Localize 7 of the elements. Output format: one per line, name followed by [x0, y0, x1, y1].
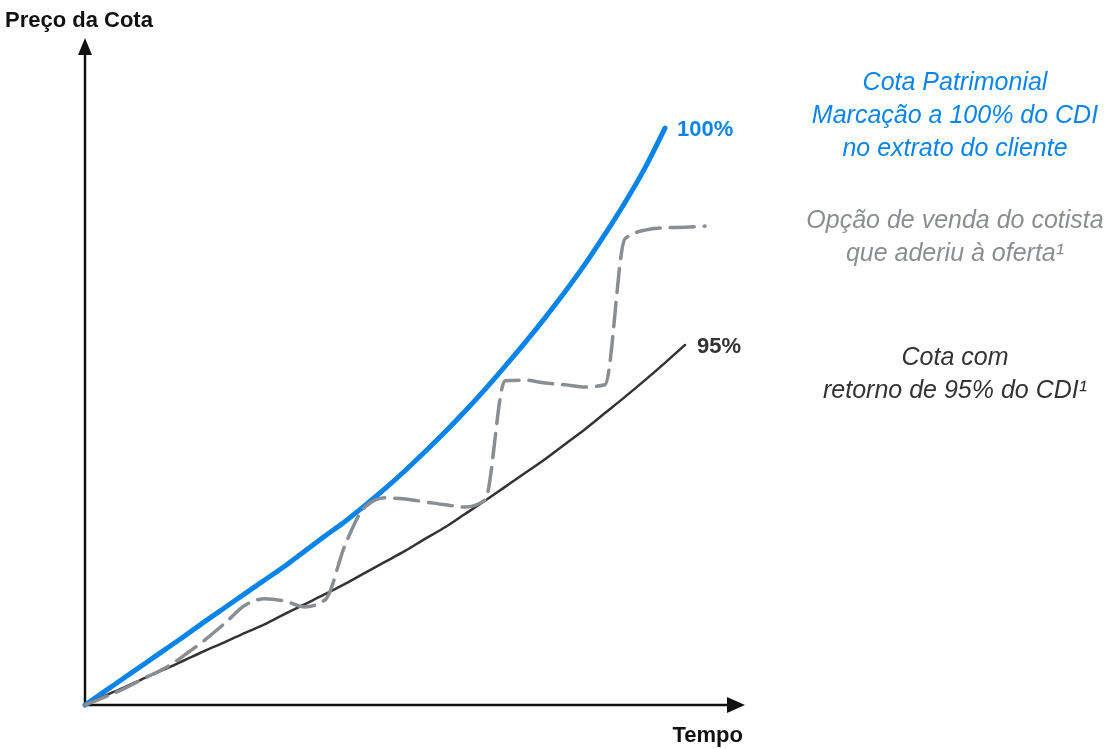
series-label: 95% [697, 332, 742, 358]
text: Opção de venda do cotista que aderiu à oferta¹ [806, 205, 1104, 266]
text: Cota Patrimonial Marcação a 100% do CDI no extrato do cliente [811, 67, 1099, 161]
y-axis-title: Preço da Cota [5, 7, 154, 32]
text: Cota com retorno de 95% do CDI¹ [822, 342, 1088, 403]
series-label: 100% [677, 116, 734, 141]
x-axis-title: Tempo [672, 722, 743, 747]
